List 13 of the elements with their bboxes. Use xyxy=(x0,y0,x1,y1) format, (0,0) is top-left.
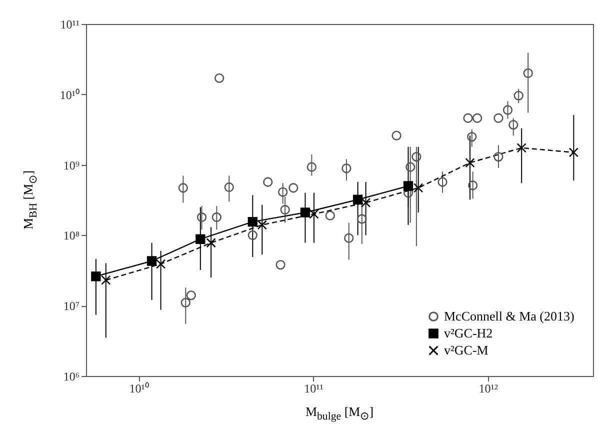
y-tick-label: 10⁶ xyxy=(63,370,80,384)
legend-label: v²GC-H2 xyxy=(444,326,493,340)
x-tick-label: 10¹² xyxy=(478,382,498,396)
y-tick-label: 10⁹ xyxy=(63,158,80,172)
legend-label: v²GC-M xyxy=(444,342,489,358)
x-tick-label: 10¹¹ xyxy=(304,382,324,396)
x-tick-label: 10¹⁰ xyxy=(129,382,149,396)
y-tick-label: 10⁸ xyxy=(63,228,80,243)
x-axis-title: M$_{bulge}$ [M$_{⊙}$] xyxy=(304,404,375,423)
legend-label: McConnell & Ma (2013) xyxy=(444,308,574,324)
y-tick-label: 10¹⁰ xyxy=(60,88,80,102)
y-tick-label: 10⁷ xyxy=(63,299,80,314)
y-tick-label: 10¹¹ xyxy=(60,18,80,32)
